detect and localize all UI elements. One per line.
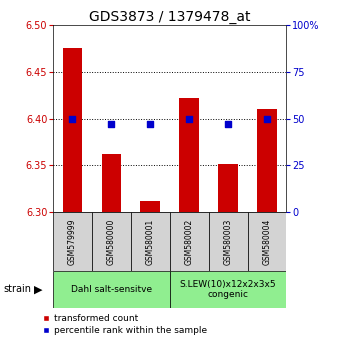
Point [225, 121, 231, 127]
Text: ▶: ▶ [34, 284, 43, 295]
Text: strain: strain [3, 284, 31, 295]
Text: GSM580004: GSM580004 [263, 218, 271, 265]
Bar [63, 48, 82, 212]
Bar [257, 109, 277, 212]
Bar [209, 212, 248, 271]
Point [147, 121, 153, 127]
Text: S.LEW(10)x12x2x3x5
congenic: S.LEW(10)x12x2x3x5 congenic [180, 280, 276, 299]
Title: GDS3873 / 1379478_at: GDS3873 / 1379478_at [89, 10, 250, 24]
Bar [53, 212, 92, 271]
Bar [53, 271, 170, 308]
Text: GSM580002: GSM580002 [184, 218, 194, 265]
Bar [170, 212, 209, 271]
Text: GSM580000: GSM580000 [107, 218, 116, 265]
Bar [179, 98, 199, 212]
Point [187, 116, 192, 121]
Bar [92, 212, 131, 271]
Bar [218, 164, 238, 212]
Text: GSM580001: GSM580001 [146, 218, 155, 265]
Bar [131, 212, 170, 271]
Legend: transformed count, percentile rank within the sample: transformed count, percentile rank withi… [40, 313, 209, 337]
Point [264, 116, 270, 121]
Text: GSM580003: GSM580003 [224, 218, 233, 265]
Point [70, 116, 75, 121]
Text: GSM579999: GSM579999 [68, 218, 77, 265]
Text: Dahl salt-sensitve: Dahl salt-sensitve [71, 285, 152, 294]
Bar [140, 201, 160, 212]
Point [108, 121, 114, 127]
Bar [170, 271, 286, 308]
Bar [248, 212, 286, 271]
Bar [102, 154, 121, 212]
